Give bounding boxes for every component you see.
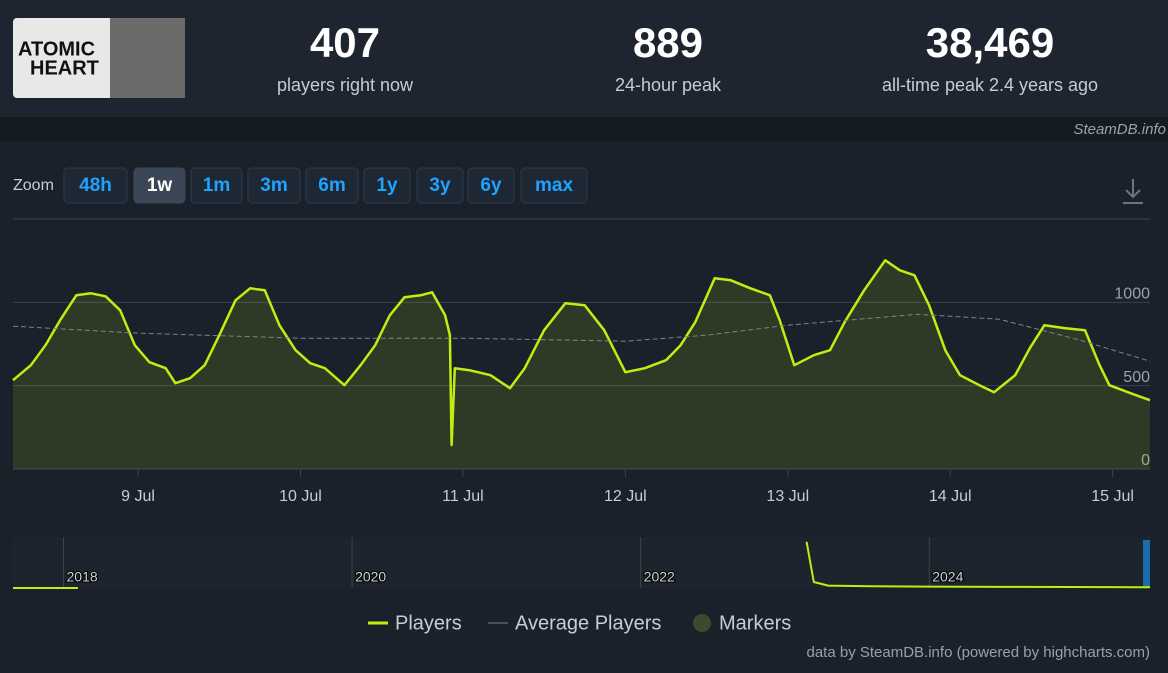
navigator-tick-label: 2022 xyxy=(644,569,675,585)
zoom-button-label[interactable]: 48h xyxy=(79,175,112,196)
navigator-tick-label: 2024 xyxy=(932,569,963,585)
zoom-button[interactable] xyxy=(520,167,588,204)
zoom-button-label[interactable]: 1w xyxy=(147,175,173,196)
zoom-button[interactable] xyxy=(63,167,128,204)
download-icon[interactable] xyxy=(1123,179,1143,204)
zoom-button[interactable] xyxy=(416,167,464,204)
x-tick-label: 14 Jul xyxy=(929,488,972,505)
zoom-button[interactable] xyxy=(190,167,243,204)
watermark: SteamDB.info xyxy=(1073,121,1166,138)
logo-text: ATOMIC xyxy=(18,38,95,60)
header-bg xyxy=(0,0,1168,117)
zoom-button-label[interactable]: 6m xyxy=(318,175,345,196)
zoom-button-label[interactable]: 3m xyxy=(260,175,287,196)
legend-label[interactable]: Average Players xyxy=(515,612,661,634)
zoom-button-label[interactable]: 1m xyxy=(203,175,230,196)
stat-label: players right now xyxy=(277,75,414,95)
x-tick-label: 13 Jul xyxy=(766,488,809,505)
zoom-button[interactable] xyxy=(363,167,411,204)
y-tick-label: 1000 xyxy=(1114,286,1150,303)
series-line xyxy=(12,313,1151,362)
download-glyph xyxy=(1123,179,1143,204)
zoom-button[interactable] xyxy=(247,167,301,204)
zoom-button-label[interactable]: 6y xyxy=(480,175,502,196)
zoom-button-label[interactable]: 3y xyxy=(429,175,451,196)
navigator-bg xyxy=(13,537,1150,588)
y-tick-label: 500 xyxy=(1123,369,1150,386)
zoom-button[interactable] xyxy=(467,167,515,204)
logo-art xyxy=(110,18,185,98)
x-tick-label: 15 Jul xyxy=(1091,488,1134,505)
legend-swatch xyxy=(693,614,711,632)
y-tick-label: 0 xyxy=(1141,452,1150,469)
watermark-band xyxy=(0,117,1168,141)
area-fill xyxy=(13,260,1150,469)
series-line xyxy=(12,259,1151,447)
navigator-tick-label: 2018 xyxy=(67,569,98,585)
x-tick-label: 10 Jul xyxy=(279,488,322,505)
stat-value: 407 xyxy=(310,19,380,66)
zoom-button-label[interactable]: 1y xyxy=(376,175,398,196)
logo-text: HEART xyxy=(30,57,99,79)
navigator-handle[interactable] xyxy=(1143,540,1150,588)
credits: data by SteamDB.info (powered by highcha… xyxy=(807,644,1151,661)
x-tick-label: 12 Jul xyxy=(604,488,647,505)
stat-label: all-time peak 2.4 years ago xyxy=(882,75,1098,95)
stat-value: 38,469 xyxy=(926,19,1054,66)
legend-label[interactable]: Players xyxy=(395,612,462,634)
series-line xyxy=(13,541,1151,589)
legend-label[interactable]: Markers xyxy=(719,612,791,634)
stat-value: 889 xyxy=(633,19,703,66)
zoom-label: Zoom xyxy=(13,177,54,194)
x-tick-label: 11 Jul xyxy=(442,488,484,505)
zoom-button[interactable] xyxy=(305,167,359,204)
x-tick-label: 9 Jul xyxy=(121,488,155,505)
zoom-button-label[interactable]: max xyxy=(535,175,573,196)
stat-label: 24-hour peak xyxy=(615,75,722,95)
zoom-button[interactable] xyxy=(133,167,186,204)
navigator-tick-label: 2020 xyxy=(355,569,386,585)
